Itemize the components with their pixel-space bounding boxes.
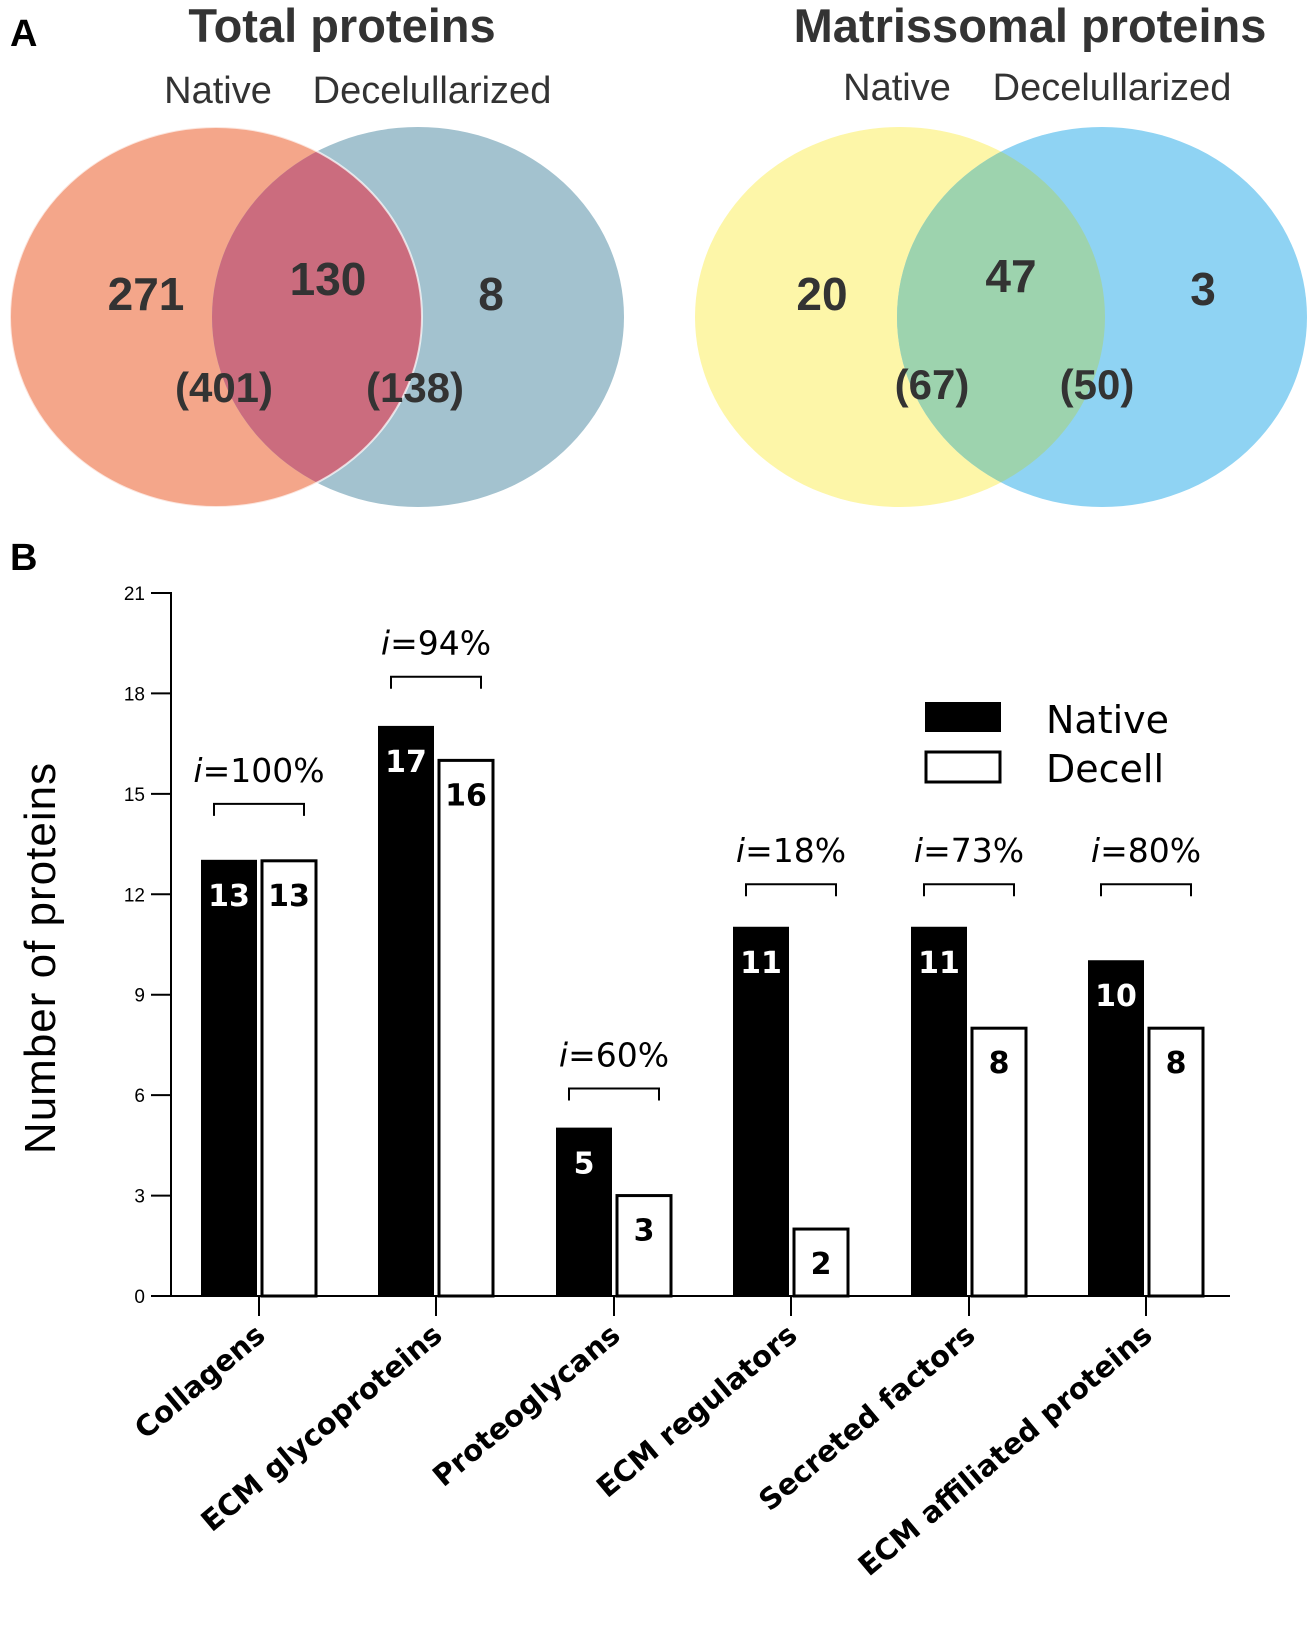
data-label-decell: 13 bbox=[268, 879, 310, 914]
venn-total-native: (401) bbox=[175, 364, 273, 411]
annotation-label: i=94% bbox=[381, 624, 491, 663]
venn-count-native-only: 20 bbox=[796, 268, 847, 320]
venn-count-overlap: 130 bbox=[290, 253, 367, 305]
venn-count-native-only: 271 bbox=[108, 268, 185, 320]
data-label-native: 10 bbox=[1095, 979, 1137, 1014]
annotation-label: i=18% bbox=[736, 831, 846, 870]
venn-set-label-native: Native bbox=[164, 70, 272, 112]
bar-native bbox=[911, 926, 967, 1297]
annotation-label: i=73% bbox=[914, 831, 1024, 870]
legend-swatch-native bbox=[925, 702, 1001, 732]
venn-title: Matrissomal proteins bbox=[794, 0, 1267, 52]
bar-native bbox=[733, 926, 789, 1297]
legend-label-native: Native bbox=[1046, 698, 1169, 742]
panel-a: A Total proteins Native Decelullarized 2… bbox=[9, 0, 1307, 508]
y-tick-label: 15 bbox=[124, 785, 145, 806]
bars: 13 13 17 16 5 3 11 2 11 8 10 8 bbox=[201, 725, 1205, 1298]
annotation-label: i=100% bbox=[193, 751, 324, 790]
panel-b: B Number of proteins 0 3 6 9 12 15 18 21 Collag… bbox=[10, 537, 1230, 1583]
data-label-decell: 8 bbox=[1166, 1046, 1187, 1081]
annotation-label: i=80% bbox=[1091, 831, 1201, 870]
annotation-bracket bbox=[568, 1087, 660, 1101]
bar-native bbox=[201, 859, 257, 1297]
venn-set-label-native: Native bbox=[843, 67, 951, 109]
bar-native bbox=[556, 1127, 612, 1297]
y-axis-label: Number of proteins bbox=[16, 762, 65, 1154]
annotation-label: i=60% bbox=[559, 1035, 669, 1074]
y-tick-label: 0 bbox=[134, 1287, 145, 1308]
data-label-decell: 16 bbox=[445, 778, 487, 813]
venn-set-label-decellularized: Decelullarized bbox=[313, 70, 552, 112]
x-tick-label: Proteoglycans bbox=[426, 1317, 627, 1493]
y-tick-label: 9 bbox=[134, 986, 145, 1007]
annotation-bracket bbox=[213, 802, 305, 816]
y-tick-label: 3 bbox=[134, 1187, 145, 1208]
venn-outline bbox=[9, 126, 423, 508]
x-tick-label: Collagens bbox=[128, 1317, 272, 1445]
data-label-native: 11 bbox=[740, 946, 782, 981]
data-label-native: 11 bbox=[918, 946, 960, 981]
annotation-bracket bbox=[745, 883, 837, 897]
y-tick-label: 6 bbox=[134, 1086, 145, 1107]
venn-matrissomal-proteins: Matrissomal proteins Native Decelullariz… bbox=[695, 0, 1307, 507]
annotation-bracket bbox=[390, 675, 482, 689]
data-label-decell: 3 bbox=[634, 1214, 655, 1249]
bar-decell bbox=[437, 758, 495, 1298]
annotations: i=100% i=94% i=60% i=18% i=73% i=80% bbox=[193, 624, 1201, 1101]
panel-letter-a: A bbox=[10, 13, 37, 55]
bar-decell bbox=[1147, 1026, 1205, 1298]
bar-decell bbox=[970, 1026, 1028, 1298]
y-tick-label: 18 bbox=[124, 684, 145, 705]
y-tick-label: 21 bbox=[124, 584, 145, 605]
data-label-native: 5 bbox=[574, 1147, 595, 1182]
bar-native bbox=[378, 725, 434, 1297]
venn-set-label-decellularized: Decelullarized bbox=[993, 67, 1232, 109]
data-label-native: 13 bbox=[208, 879, 250, 914]
venn-overlap bbox=[212, 127, 422, 507]
y-axis: 0 3 6 9 12 15 18 21 bbox=[124, 584, 172, 1308]
venn-total-decell: (138) bbox=[366, 364, 464, 411]
venn-count-overlap: 47 bbox=[985, 250, 1036, 302]
annotation-bracket bbox=[1100, 883, 1192, 897]
venn-total-proteins: Total proteins Native Decelullarized 271… bbox=[9, 0, 624, 508]
x-tick-label: ECM affiliated proteins bbox=[852, 1317, 1159, 1582]
legend: Native Decell bbox=[924, 698, 1169, 791]
legend-label-decell: Decell bbox=[1046, 747, 1164, 791]
venn-total-decell: (50) bbox=[1060, 361, 1135, 408]
bar-decell bbox=[615, 1194, 673, 1298]
y-tick-label: 12 bbox=[124, 885, 145, 906]
venn-title: Total proteins bbox=[188, 0, 495, 52]
legend-swatch-decell bbox=[924, 750, 1002, 784]
data-label-decell: 8 bbox=[989, 1046, 1010, 1081]
venn-count-decell-only: 8 bbox=[478, 268, 504, 320]
annotation-bracket bbox=[923, 883, 1015, 897]
panel-letter-b: B bbox=[10, 537, 37, 579]
bar-decell bbox=[260, 859, 318, 1298]
data-label-decell: 2 bbox=[811, 1247, 832, 1282]
venn-total-native: (67) bbox=[895, 361, 970, 408]
venn-count-decell-only: 3 bbox=[1190, 263, 1216, 315]
bar-decell bbox=[792, 1227, 850, 1298]
bar-native bbox=[1088, 960, 1144, 1297]
data-label-native: 17 bbox=[385, 745, 427, 780]
venn-overlap bbox=[897, 127, 1105, 507]
